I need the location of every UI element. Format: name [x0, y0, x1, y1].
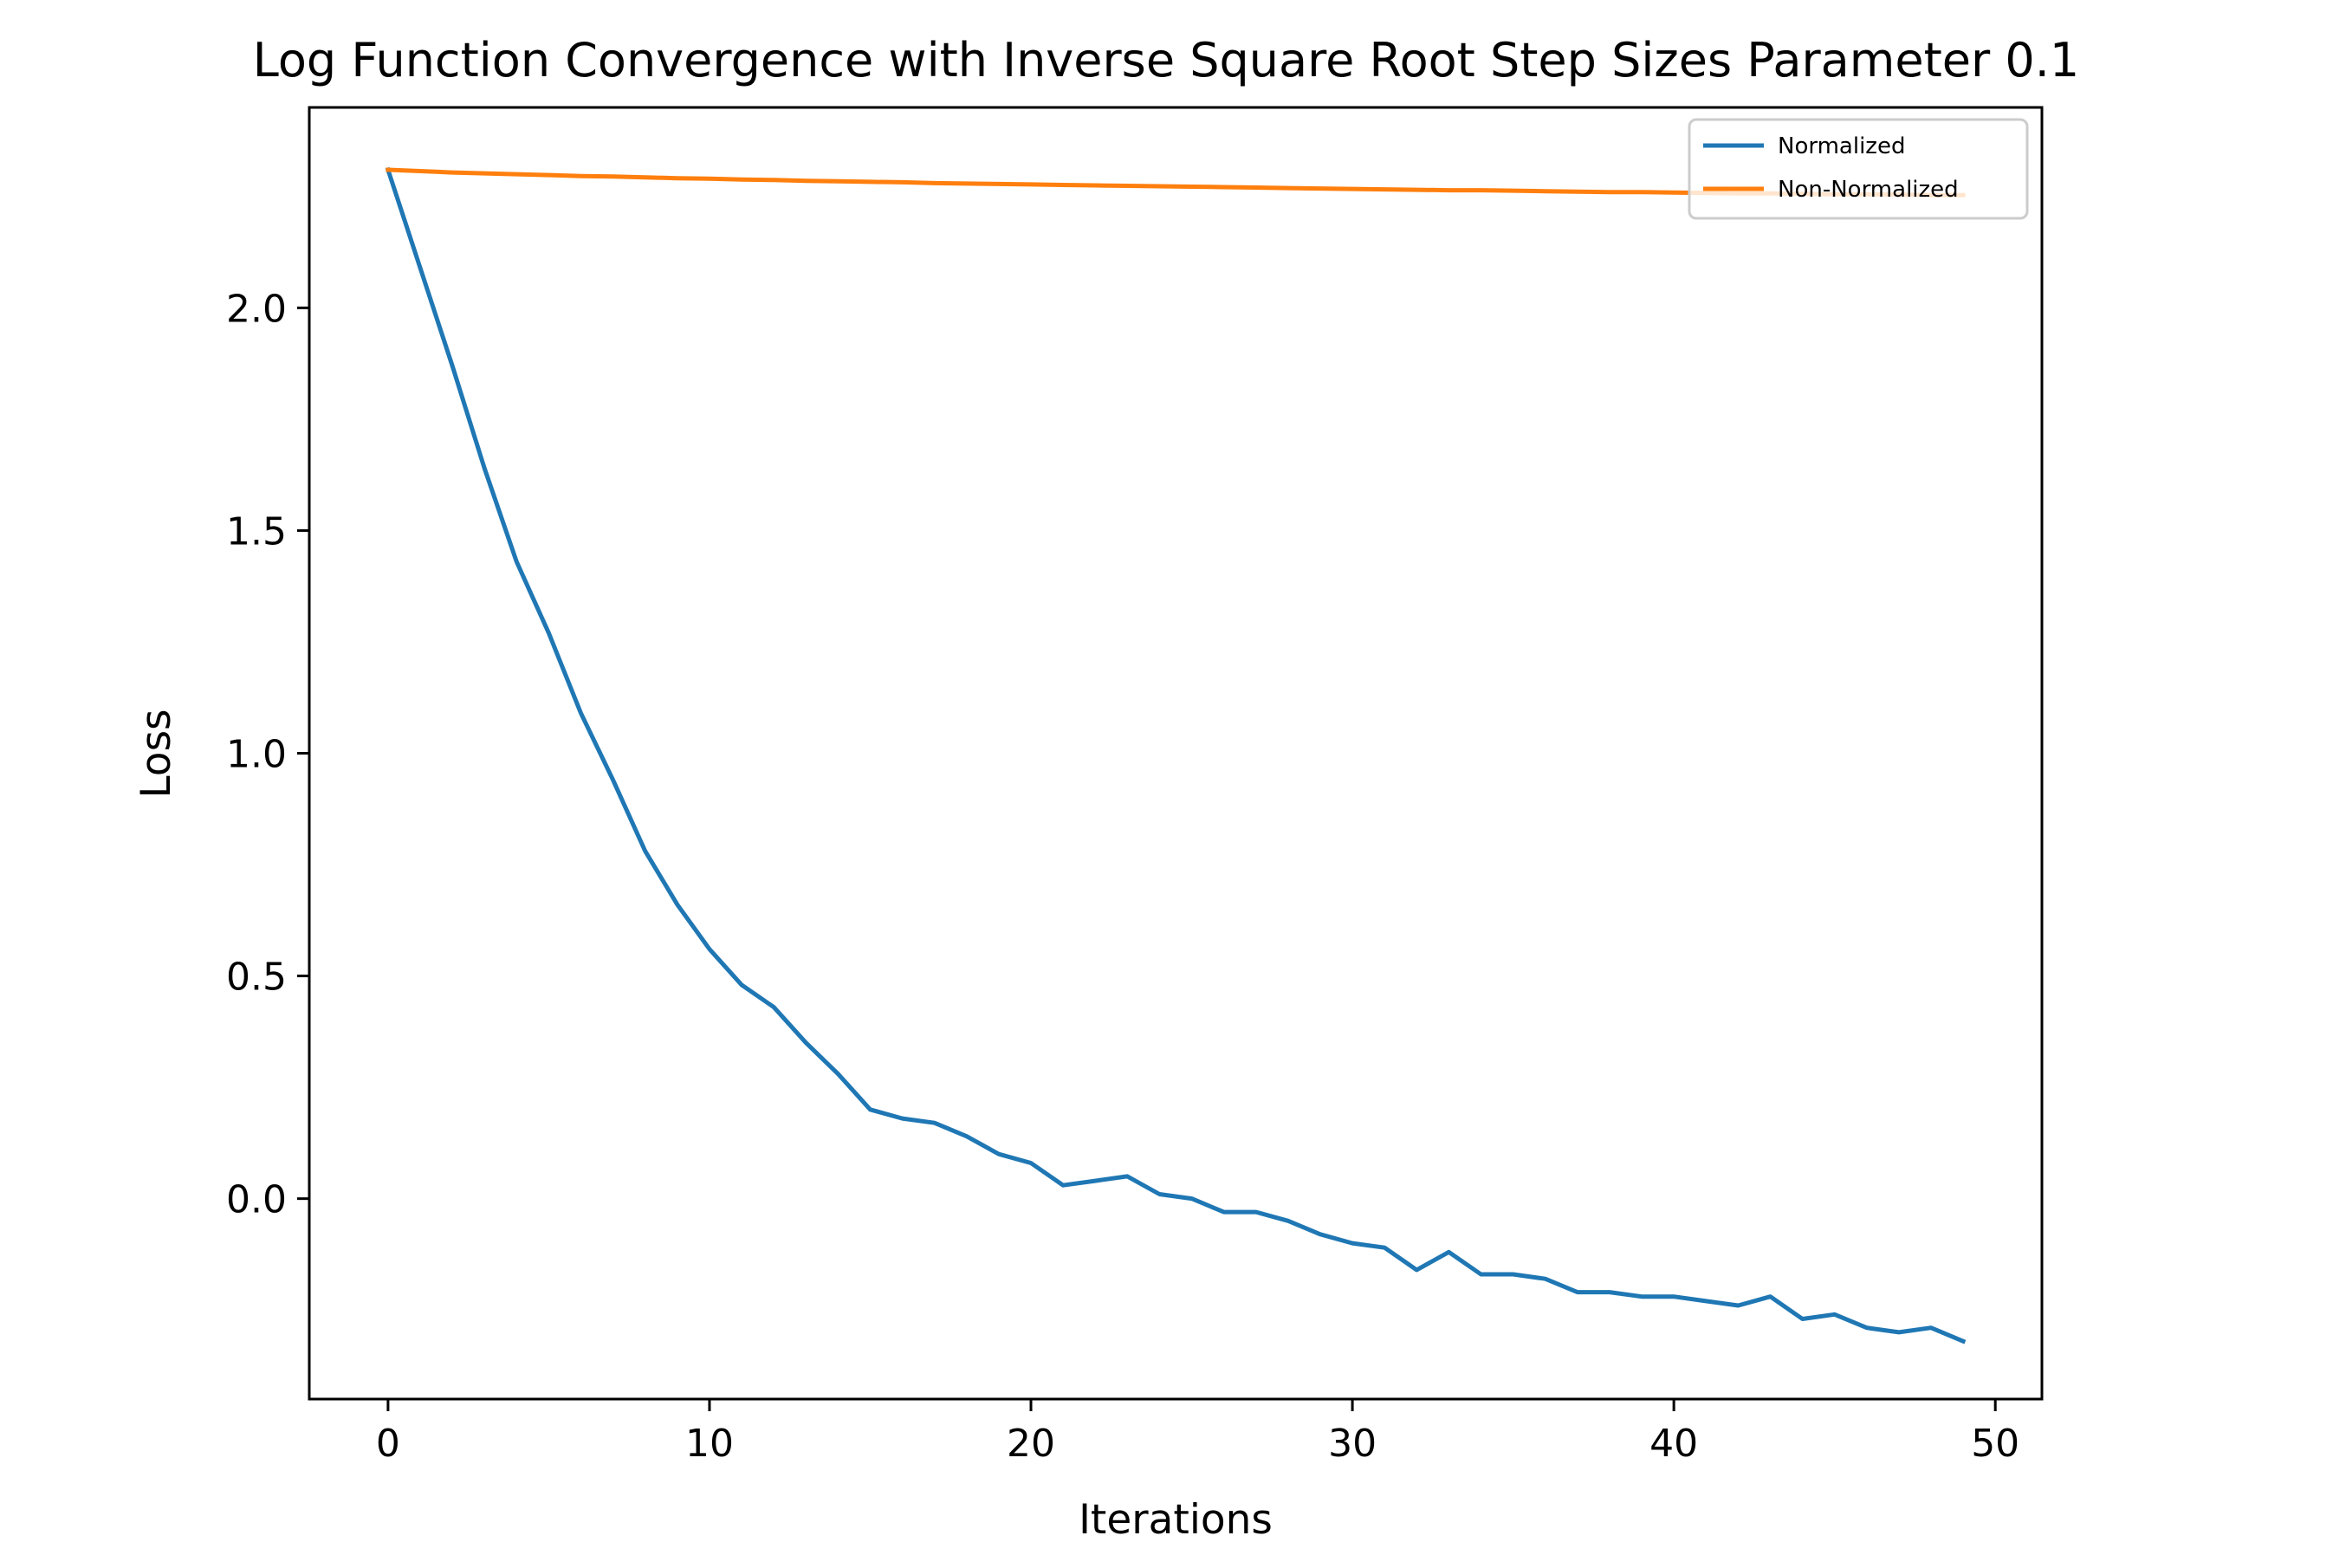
- x-tick-label: 10: [685, 1422, 734, 1466]
- x-tick-label: 20: [1007, 1422, 1055, 1466]
- chart-title: Log Function Convergence with Inverse Sq…: [253, 33, 2079, 87]
- x-tick-label: 50: [1971, 1422, 2019, 1466]
- legend-label: Non-Normalized: [1778, 177, 1959, 203]
- plot-frame: [308, 106, 2044, 1401]
- x-tick-label: 0: [376, 1422, 400, 1466]
- plot-area: [309, 107, 2042, 1399]
- series-line-normalized: [385, 166, 1967, 1344]
- y-tick-label: 1.5: [226, 509, 287, 554]
- y-axis-ticks: 0.0 0.5 1.0 1.5 2.0: [226, 287, 309, 1222]
- y-tick-label: 1.0: [226, 733, 287, 777]
- legend-frame: [1688, 118, 2029, 220]
- x-axis-label: Iterations: [1079, 1496, 1273, 1544]
- y-axis-label: Loss: [133, 709, 180, 798]
- legend: Normalized Non-Normalized: [1688, 118, 2029, 220]
- legend-label: Normalized: [1778, 133, 1905, 159]
- plot-background: [309, 107, 2042, 1399]
- x-tick-label: 40: [1649, 1422, 1698, 1466]
- y-tick-label: 2.0: [226, 287, 287, 331]
- x-axis-ticks: 0 10 20 30 40 50: [376, 1399, 2019, 1466]
- y-tick-label: 0.0: [226, 1178, 287, 1222]
- x-tick-label: 30: [1328, 1422, 1377, 1466]
- y-tick-label: 0.5: [226, 956, 287, 1000]
